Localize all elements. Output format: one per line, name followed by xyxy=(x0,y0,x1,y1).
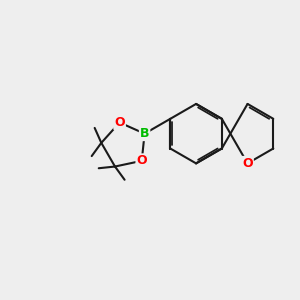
Text: O: O xyxy=(242,157,253,170)
Text: B: B xyxy=(140,127,149,140)
Text: O: O xyxy=(136,154,147,167)
Text: O: O xyxy=(114,116,125,129)
